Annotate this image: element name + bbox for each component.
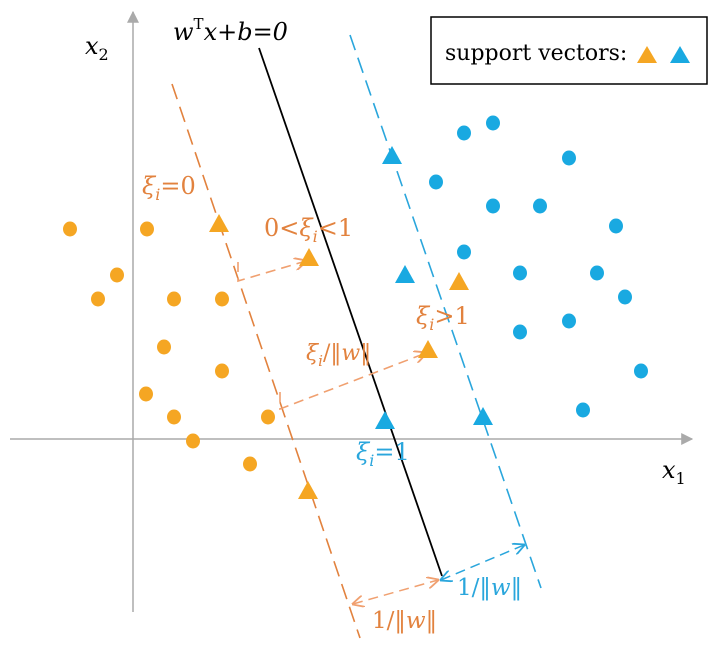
slack-arrow-xi-over-norm (279, 353, 426, 411)
y-axis-label: x2 (85, 32, 109, 64)
orange-class-points (63, 221, 275, 472)
xi-over-norm-label: ξi/‖w‖ (306, 341, 371, 370)
orange-point (157, 339, 171, 355)
orange-point (91, 291, 105, 307)
blue-point (618, 289, 632, 305)
orange-point (139, 386, 153, 402)
legend-orange-triangle-icon (637, 46, 657, 63)
blue-class-points (429, 115, 648, 418)
orange-support-vector (209, 214, 229, 232)
blue-point (634, 363, 648, 379)
margin-arrow-orange (353, 580, 438, 604)
orange-point (167, 291, 181, 307)
orange-support-vector (298, 481, 318, 499)
margin-label-orange: 1/‖w‖ (372, 608, 437, 634)
legend: support vectors: (430, 16, 708, 85)
xi-between-label: 0<ξi<1 (264, 214, 353, 246)
xi-zero-label: ξi=0 (142, 172, 196, 204)
blue-point (486, 115, 500, 131)
blue-point (590, 265, 604, 281)
blue-point (429, 174, 443, 190)
orange-point (215, 291, 229, 307)
decision-boundary-line (258, 47, 443, 577)
orange-point (110, 267, 124, 283)
blue-support-vectors (375, 146, 493, 429)
orange-point (140, 221, 154, 237)
blue-point (609, 218, 623, 234)
blue-point (457, 244, 471, 260)
blue-point (533, 198, 547, 214)
orange-point (243, 456, 257, 472)
orange-point (261, 409, 275, 425)
xi-one-label: ξi=1 (356, 438, 410, 470)
blue-support-vector (473, 407, 493, 425)
orange-support-vector (449, 272, 469, 290)
blue-margin-line (349, 34, 542, 589)
margin-label-blue: 1/‖w‖ (457, 575, 522, 601)
legend-blue-triangle-icon (670, 46, 690, 63)
blue-point (513, 265, 527, 281)
orange-point (63, 221, 77, 237)
blue-point (513, 324, 527, 340)
orange-point (215, 363, 229, 379)
orange-support-vector (418, 340, 438, 358)
blue-point (486, 198, 500, 214)
xi-greater-label: ξi>1 (416, 302, 470, 334)
orange-point (186, 433, 200, 449)
legend-box (430, 16, 708, 85)
blue-support-vector (375, 411, 395, 429)
slack-arrow-between (237, 261, 306, 283)
blue-point (562, 313, 576, 329)
decision-boundary-label: wTx+b=0 (173, 15, 288, 46)
orange-support-vector (299, 248, 319, 266)
legend-label: support vectors: (445, 41, 627, 66)
orange-support-vectors (209, 214, 469, 499)
orange-margin-line (171, 83, 361, 639)
blue-point (576, 402, 590, 418)
orange-point (167, 409, 181, 425)
blue-point (457, 125, 471, 141)
x-axis-label: x1 (662, 456, 686, 488)
blue-support-vector (395, 265, 415, 283)
blue-point (562, 150, 576, 166)
blue-support-vector (382, 146, 402, 164)
